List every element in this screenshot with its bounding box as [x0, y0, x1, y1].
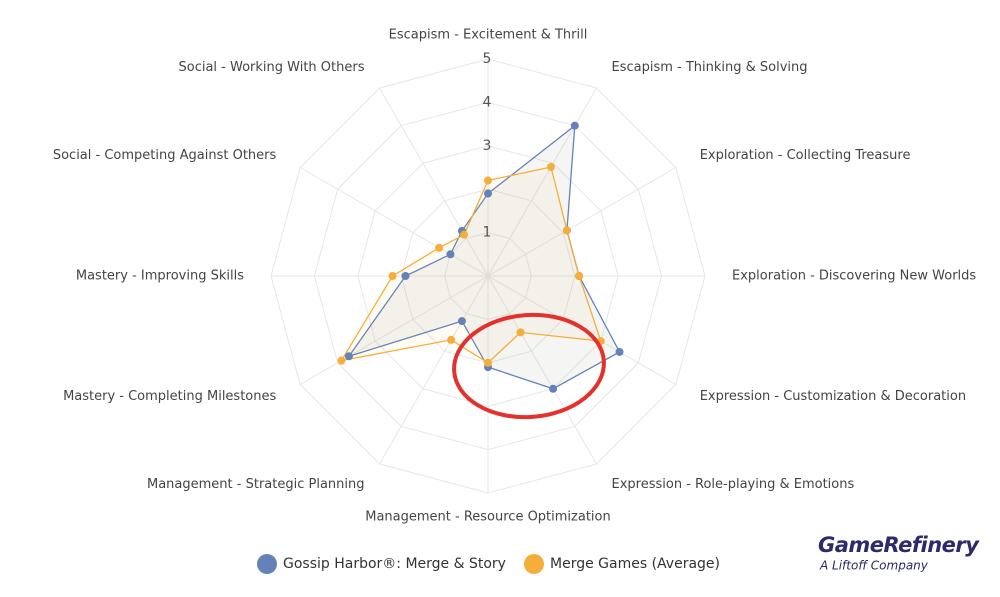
logo-name: GameRefinery — [818, 533, 980, 557]
data-point — [570, 121, 579, 130]
grid-ring — [270, 58, 706, 494]
data-point — [447, 335, 456, 344]
data-point — [446, 250, 455, 259]
data-point — [484, 176, 492, 185]
legend-marker — [524, 554, 544, 574]
grid-ring — [357, 145, 619, 407]
category-label: Exploration - Collecting Treasure — [700, 148, 911, 163]
data-point — [484, 189, 492, 198]
data-point — [460, 230, 469, 239]
data-point — [549, 384, 558, 393]
category-label: Expression - Customization & Decoration — [700, 389, 966, 404]
data-point — [337, 356, 346, 365]
legend-label: Gossip Harbor®: Merge & Story — [283, 556, 506, 572]
r-tick-label: 4 — [483, 94, 492, 110]
spoke — [379, 87, 489, 277]
marks — [337, 121, 624, 393]
legend-label: Merge Games (Average) — [550, 556, 720, 572]
category-label: Expression - Role-playing & Emotions — [612, 477, 855, 492]
data-point — [546, 163, 555, 172]
category-label: Social - Competing Against Others — [53, 148, 277, 163]
data-point — [401, 272, 410, 280]
category-label: Escapism - Excitement & Thrill — [389, 28, 588, 43]
category-label: Mastery - Completing Milestones — [63, 389, 276, 404]
category-label: Exploration - Discovering New Worlds — [732, 269, 976, 284]
spoke — [299, 275, 489, 385]
r-tick-label: 5 — [483, 51, 492, 67]
category-label: Mastery - Improving Skills — [76, 269, 244, 284]
data-point — [575, 272, 584, 280]
spoke — [299, 167, 489, 277]
highlight-ellipse — [452, 312, 606, 420]
data-point — [457, 317, 466, 326]
r-tick-label: 3 — [483, 138, 492, 154]
spoke — [487, 275, 597, 465]
category-label: Management - Strategic Planning — [147, 477, 365, 492]
grid-ring — [313, 101, 663, 451]
data-point — [615, 347, 624, 356]
data-point — [516, 328, 525, 337]
category-label: Social - Working With Others — [179, 60, 365, 75]
logo-tagline: A Liftoff Company — [819, 559, 929, 573]
spoke — [379, 275, 489, 465]
labels: 1 3 4 5 Escapism - Excitement & Thrill Escapi… — [53, 28, 977, 525]
data-point — [388, 272, 397, 280]
legend: Gossip Harbor®: Merge & Story Merge Games… — [257, 554, 720, 574]
r-tick-label: 1 — [483, 225, 492, 241]
legend-marker — [257, 554, 277, 574]
data-point — [344, 352, 353, 361]
spoke — [487, 167, 677, 277]
spoke — [487, 87, 597, 277]
data-point — [562, 226, 571, 235]
category-label: Escapism - Thinking & Solving — [612, 60, 808, 75]
data-point — [484, 358, 492, 367]
data-point — [435, 243, 444, 252]
category-label: Management - Resource Optimization — [365, 510, 611, 525]
